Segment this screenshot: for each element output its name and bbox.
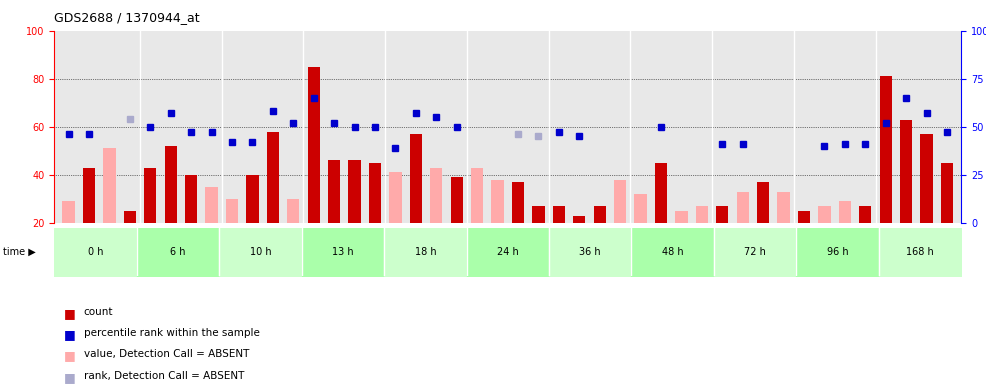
Text: value, Detection Call = ABSENT: value, Detection Call = ABSENT	[84, 349, 249, 359]
Bar	[308, 67, 319, 223]
Bar	[737, 192, 749, 223]
Text: 96 h: 96 h	[827, 247, 849, 258]
Bar	[634, 194, 647, 223]
Bar	[430, 167, 443, 223]
Bar	[655, 163, 668, 223]
Text: 36 h: 36 h	[580, 247, 601, 258]
Text: 48 h: 48 h	[662, 247, 683, 258]
Bar	[614, 180, 626, 223]
Text: count: count	[84, 307, 113, 317]
Text: 6 h: 6 h	[171, 247, 185, 258]
Bar	[818, 206, 830, 223]
Bar	[471, 167, 483, 223]
Bar	[246, 175, 258, 223]
Text: rank, Detection Call = ABSENT: rank, Detection Call = ABSENT	[84, 371, 245, 381]
Bar	[839, 201, 851, 223]
Bar	[532, 206, 544, 223]
Bar	[226, 199, 238, 223]
Bar	[369, 163, 382, 223]
Bar	[900, 119, 912, 223]
Bar	[451, 177, 462, 223]
Text: ■: ■	[64, 349, 76, 362]
Bar	[553, 206, 565, 223]
Bar	[859, 206, 872, 223]
Bar	[185, 175, 197, 223]
Text: time ▶: time ▶	[3, 247, 35, 257]
Bar	[716, 206, 729, 223]
Bar	[757, 182, 769, 223]
Text: 13 h: 13 h	[332, 247, 354, 258]
Bar	[512, 182, 525, 223]
Bar	[491, 180, 504, 223]
Text: ■: ■	[64, 307, 76, 320]
Bar	[573, 215, 586, 223]
Bar	[798, 211, 810, 223]
Text: 18 h: 18 h	[414, 247, 436, 258]
Bar	[287, 199, 300, 223]
Bar	[778, 192, 790, 223]
Bar	[675, 211, 687, 223]
Bar	[144, 167, 157, 223]
Bar	[266, 131, 279, 223]
Bar	[83, 167, 95, 223]
Bar	[328, 161, 340, 223]
Bar	[123, 211, 136, 223]
Bar	[104, 148, 115, 223]
Bar	[348, 161, 361, 223]
Bar	[594, 206, 605, 223]
Text: GDS2688 / 1370944_at: GDS2688 / 1370944_at	[54, 12, 200, 25]
Bar	[389, 172, 401, 223]
Text: percentile rank within the sample: percentile rank within the sample	[84, 328, 259, 338]
Text: 10 h: 10 h	[249, 247, 271, 258]
Bar	[696, 206, 708, 223]
Bar	[410, 134, 422, 223]
Text: 24 h: 24 h	[497, 247, 519, 258]
Bar	[165, 146, 176, 223]
Bar	[941, 163, 953, 223]
Bar	[62, 201, 75, 223]
Text: ■: ■	[64, 328, 76, 341]
Bar	[880, 76, 892, 223]
Text: 72 h: 72 h	[744, 247, 766, 258]
Text: ■: ■	[64, 371, 76, 384]
Bar	[921, 134, 933, 223]
Bar	[205, 187, 218, 223]
Text: 0 h: 0 h	[88, 247, 104, 258]
Text: 168 h: 168 h	[906, 247, 934, 258]
